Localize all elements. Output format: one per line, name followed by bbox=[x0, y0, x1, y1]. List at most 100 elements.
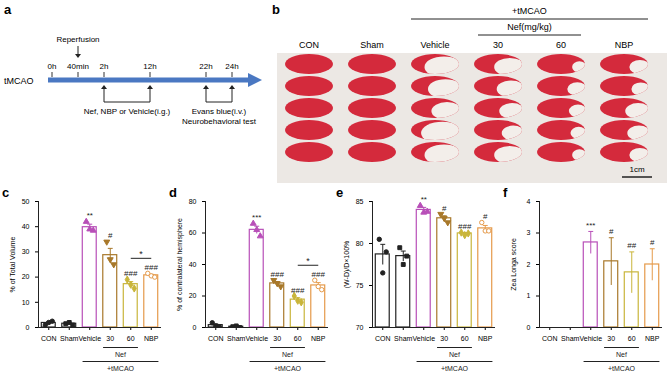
svg-text:Nef(mg/kg): Nef(mg/kg) bbox=[507, 22, 552, 32]
svg-text:+tMCAO: +tMCAO bbox=[441, 365, 469, 372]
svg-text:60: 60 bbox=[294, 335, 302, 342]
svg-text:30: 30 bbox=[493, 40, 503, 50]
svg-text:22h: 22h bbox=[199, 62, 212, 71]
svg-text:Vehicle: Vehicle bbox=[78, 335, 101, 342]
svg-text:12h: 12h bbox=[143, 62, 156, 71]
svg-text:30: 30 bbox=[440, 335, 448, 342]
svg-text:##: ## bbox=[627, 241, 636, 250]
svg-text:###: ### bbox=[271, 270, 285, 279]
svg-text:+tMCAO: +tMCAO bbox=[608, 365, 636, 372]
svg-text:40min: 40min bbox=[67, 62, 89, 71]
svg-text:10: 10 bbox=[22, 299, 30, 306]
svg-text:Sham: Sham bbox=[561, 335, 579, 342]
svg-text:4: 4 bbox=[527, 198, 531, 205]
svg-text:Vehicle: Vehicle bbox=[579, 335, 602, 342]
svg-text:Nef: Nef bbox=[449, 351, 460, 358]
svg-text:Nef: Nef bbox=[282, 351, 293, 358]
svg-text:+tMCAO: +tMCAO bbox=[274, 365, 302, 372]
svg-text:Sham: Sham bbox=[394, 335, 412, 342]
svg-text:1cm: 1cm bbox=[629, 165, 644, 174]
svg-text:tMCAO: tMCAO bbox=[4, 76, 34, 86]
svg-text:NBP: NBP bbox=[615, 40, 634, 50]
svg-text:80: 80 bbox=[356, 240, 364, 247]
svg-text:1: 1 bbox=[527, 292, 531, 299]
svg-text:80: 80 bbox=[189, 198, 197, 205]
svg-text:(W-D)/D×100%: (W-D)/D×100% bbox=[343, 241, 351, 289]
svg-text:###: ### bbox=[291, 286, 305, 295]
svg-text:Sham: Sham bbox=[227, 335, 245, 342]
svg-text:###: ### bbox=[145, 263, 159, 272]
svg-text:30: 30 bbox=[607, 335, 615, 342]
svg-text:60: 60 bbox=[127, 335, 135, 342]
svg-text:Nef, NBP or Vehicle(i.g.): Nef, NBP or Vehicle(i.g.) bbox=[84, 107, 171, 116]
svg-text:#: # bbox=[483, 212, 488, 221]
html-text:f: f bbox=[503, 185, 508, 200]
svg-text:*: * bbox=[139, 249, 143, 259]
svg-text:40: 40 bbox=[189, 261, 197, 268]
html-text:d: d bbox=[169, 185, 177, 200]
svg-text:NBP: NBP bbox=[478, 335, 493, 342]
svg-text:CON: CON bbox=[299, 40, 319, 50]
svg-text:24h: 24h bbox=[225, 62, 238, 71]
svg-text:Reperfusion: Reperfusion bbox=[56, 35, 99, 44]
svg-text:% of contralateral hemisphere: % of contralateral hemisphere bbox=[176, 218, 184, 311]
svg-text:0: 0 bbox=[26, 324, 30, 331]
svg-text:#: # bbox=[650, 238, 655, 247]
svg-text:*: * bbox=[306, 256, 310, 266]
svg-text:0: 0 bbox=[527, 324, 531, 331]
svg-text:#: # bbox=[108, 231, 113, 240]
svg-text:60: 60 bbox=[556, 40, 566, 50]
svg-text:0: 0 bbox=[193, 324, 197, 331]
svg-text:Zea Longa score: Zea Longa score bbox=[510, 238, 518, 291]
svg-text:Sham: Sham bbox=[60, 335, 78, 342]
svg-text:Neurobehavioral test: Neurobehavioral test bbox=[182, 117, 257, 126]
svg-text:50: 50 bbox=[22, 198, 30, 205]
svg-text:2h: 2h bbox=[100, 62, 109, 71]
svg-text:**: ** bbox=[87, 211, 93, 220]
svg-text:75: 75 bbox=[356, 282, 364, 289]
svg-text:Nef: Nef bbox=[616, 351, 627, 358]
svg-text:CON: CON bbox=[375, 335, 391, 342]
svg-text:a: a bbox=[4, 2, 12, 17]
svg-text:30: 30 bbox=[106, 335, 114, 342]
svg-text:CON: CON bbox=[41, 335, 57, 342]
html-text:c: c bbox=[2, 185, 10, 200]
svg-text:Evans blue(i.v.): Evans blue(i.v.) bbox=[192, 107, 247, 116]
svg-text:Nef: Nef bbox=[115, 351, 126, 358]
svg-text:20: 20 bbox=[22, 273, 30, 280]
svg-text:3: 3 bbox=[527, 229, 531, 236]
svg-text:60: 60 bbox=[461, 335, 469, 342]
svg-text:###: ### bbox=[124, 269, 138, 278]
svg-text:**: ** bbox=[421, 195, 427, 204]
svg-text:Vehicle: Vehicle bbox=[412, 335, 435, 342]
svg-text:CON: CON bbox=[542, 335, 558, 342]
svg-text:60: 60 bbox=[189, 229, 197, 236]
svg-text:CON: CON bbox=[208, 335, 224, 342]
svg-text:Vehicle: Vehicle bbox=[245, 335, 268, 342]
svg-text:###: ### bbox=[458, 222, 472, 231]
svg-text:***: *** bbox=[252, 213, 261, 222]
svg-text:70: 70 bbox=[356, 324, 364, 331]
svg-text:30: 30 bbox=[273, 335, 281, 342]
svg-text:###: ### bbox=[312, 270, 326, 279]
svg-text:85: 85 bbox=[356, 198, 364, 205]
svg-text:#: # bbox=[609, 227, 614, 236]
svg-text:Vehicle: Vehicle bbox=[420, 40, 449, 50]
svg-text:60: 60 bbox=[628, 335, 636, 342]
svg-text:20: 20 bbox=[189, 292, 197, 299]
svg-text:***: *** bbox=[586, 221, 595, 230]
svg-text:NBP: NBP bbox=[144, 335, 159, 342]
svg-text:NBP: NBP bbox=[645, 335, 660, 342]
svg-text:NBP: NBP bbox=[311, 335, 326, 342]
svg-text:b: b bbox=[272, 2, 280, 17]
svg-text:+tMCAO: +tMCAO bbox=[512, 6, 547, 16]
svg-text:30: 30 bbox=[22, 248, 30, 255]
svg-text:+tMCAO: +tMCAO bbox=[107, 365, 135, 372]
svg-text:40: 40 bbox=[22, 223, 30, 230]
svg-text:Sham: Sham bbox=[360, 40, 384, 50]
html-text:e: e bbox=[336, 185, 344, 200]
svg-text:2: 2 bbox=[527, 261, 531, 268]
svg-text:0h: 0h bbox=[48, 62, 57, 71]
svg-text:#: # bbox=[442, 204, 447, 213]
svg-text:% of Total Volume: % of Total Volume bbox=[9, 236, 16, 292]
